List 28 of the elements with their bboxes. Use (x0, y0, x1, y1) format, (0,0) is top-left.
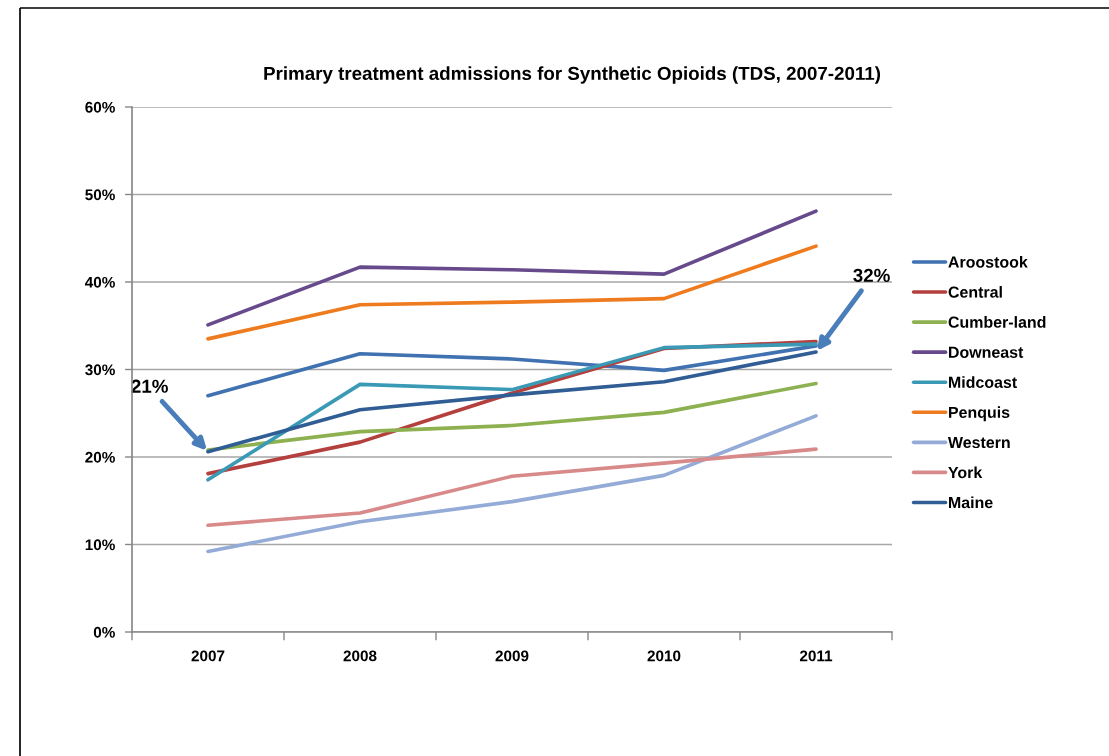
y-tick-label: 40% (84, 276, 115, 288)
legend-label: Central (948, 286, 1002, 298)
legend-label: York (948, 466, 983, 479)
legend-label: Penquis (949, 406, 1010, 422)
x-tick-label: 2010 (647, 650, 681, 662)
x-tick-label: 2008 (343, 650, 377, 662)
chart-title: Primary treatment admissions for Synthetic Opioids (TDS, 2007-2011) (264, 66, 881, 84)
line-series (206, 244, 818, 341)
x-tick-label: 2007 (191, 650, 225, 662)
y-tick-label: 20% (85, 451, 115, 463)
legend-label: Western (947, 436, 1010, 449)
line-series (206, 209, 818, 327)
legend-label: Aroostook (948, 255, 1028, 268)
y-tick-label: 10% (85, 539, 115, 551)
legend-label: Cumber-land (948, 316, 1046, 328)
legend-label: Downeast (949, 346, 1024, 358)
y-tick-label: 30% (85, 364, 115, 376)
annotation: 21% (131, 379, 168, 393)
legend-label: Maine (949, 496, 993, 509)
legend-label: Midcoast (949, 376, 1017, 388)
y-tick-label: 0% (93, 626, 115, 638)
x-tick-label: 2011 (799, 650, 833, 662)
annotation: 32% (853, 268, 890, 283)
line-series (206, 414, 818, 554)
x-tick-label: 2009 (495, 650, 529, 662)
y-tick-label: 60% (85, 101, 115, 113)
line-series (206, 447, 818, 528)
y-tick-label: 50% (85, 189, 115, 201)
